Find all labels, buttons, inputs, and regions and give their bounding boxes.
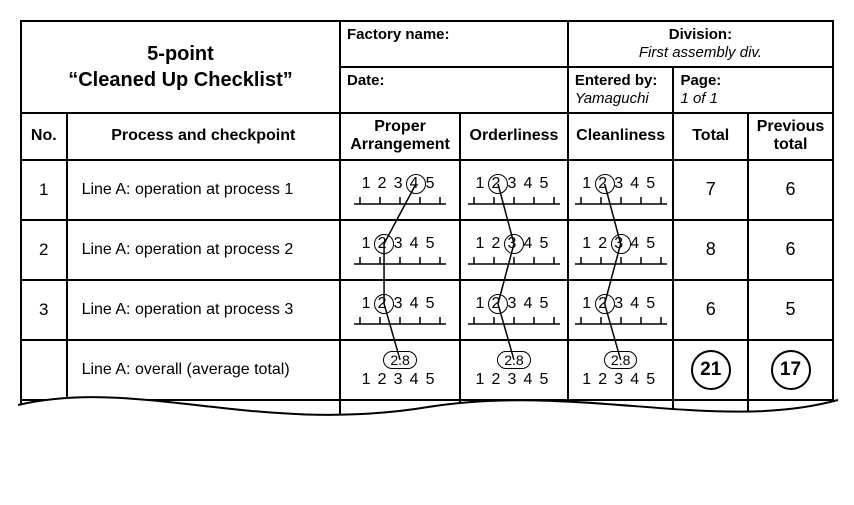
division-cell: Division: First assembly div. — [568, 21, 833, 67]
table-row: 3Line A: operation at process 3 12345 1234… — [21, 280, 833, 340]
row-prev: 6 — [748, 220, 833, 280]
date-cell: Date: — [340, 67, 568, 113]
average-badge: 2.8 — [497, 351, 530, 369]
rating-scale-plain: 12345 — [343, 371, 457, 389]
row-total: 7 — [673, 160, 748, 220]
rating-order: 12345 — [460, 280, 568, 340]
average-badge: 2.8 — [604, 351, 637, 369]
col-total: Total — [673, 113, 748, 160]
rating-clean: 12345 — [568, 160, 674, 220]
row-process: Line A: operation at process 3 — [67, 280, 340, 340]
row-prev: 5 — [748, 280, 833, 340]
summary-row: Line A: overall (average total) 2.8 12345… — [21, 340, 833, 400]
rating-scale: 12345 — [352, 235, 448, 265]
row-prev: 6 — [748, 160, 833, 220]
rating-scale-plain: 12345 — [463, 371, 565, 389]
column-header-row: No. Process and checkpoint Proper Arrang… — [21, 113, 833, 160]
row-no: 3 — [21, 280, 67, 340]
rating-scale-plain: 12345 — [571, 371, 671, 389]
form-title: 5-point “Cleaned Up Checklist” — [21, 21, 340, 113]
col-clean: Cleanliness — [568, 113, 674, 160]
empty-row — [21, 400, 833, 442]
rating-clean: 12345 — [568, 280, 674, 340]
summary-prev: 17 — [748, 340, 833, 400]
rating-order: 12345 — [460, 160, 568, 220]
row-process: Line A: operation at process 1 — [67, 160, 340, 220]
summary-no — [21, 340, 67, 400]
rating-clean: 12345 — [568, 220, 674, 280]
rating-order: 12345 — [460, 220, 568, 280]
col-no: No. — [21, 113, 67, 160]
rating-proper: 12345 — [340, 160, 460, 220]
col-process: Process and checkpoint — [67, 113, 340, 160]
rating-scale: 12345 — [352, 295, 448, 325]
rating-scale: 12345 — [352, 175, 448, 205]
row-process: Line A: operation at process 2 — [67, 220, 340, 280]
rating-proper: 12345 — [340, 220, 460, 280]
rating-scale: 12345 — [573, 235, 669, 265]
summary-clean: 2.8 12345 — [568, 340, 674, 400]
entered-cell: Entered by: Yamaguchi — [568, 67, 674, 113]
summary-process: Line A: overall (average total) — [67, 340, 340, 400]
row-no: 2 — [21, 220, 67, 280]
summary-proper: 2.8 12345 — [340, 340, 460, 400]
rating-scale: 12345 — [466, 175, 562, 205]
row-total: 6 — [673, 280, 748, 340]
table-row: 1Line A: operation at process 1 12345 1234… — [21, 160, 833, 220]
summary-total: 21 — [673, 340, 748, 400]
rating-proper: 12345 — [340, 280, 460, 340]
rating-scale: 12345 — [466, 235, 562, 265]
factory-cell: Factory name: — [340, 21, 568, 67]
row-total: 8 — [673, 220, 748, 280]
rating-scale: 12345 — [466, 295, 562, 325]
rating-scale: 12345 — [573, 175, 669, 205]
table-row: 2Line A: operation at process 2 12345 1234… — [21, 220, 833, 280]
col-order: Orderliness — [460, 113, 568, 160]
checklist-table: 5-point “Cleaned Up Checklist” Factory n… — [20, 20, 834, 443]
checklist-sheet: 5-point “Cleaned Up Checklist” Factory n… — [20, 20, 834, 443]
summary-order: 2.8 12345 — [460, 340, 568, 400]
rating-scale: 12345 — [573, 295, 669, 325]
average-badge: 2.8 — [383, 351, 416, 369]
row-no: 1 — [21, 160, 67, 220]
page-cell: Page: 1 of 1 — [673, 67, 833, 113]
col-proper: Proper Arrangement — [340, 113, 460, 160]
col-prev: Previous total — [748, 113, 833, 160]
